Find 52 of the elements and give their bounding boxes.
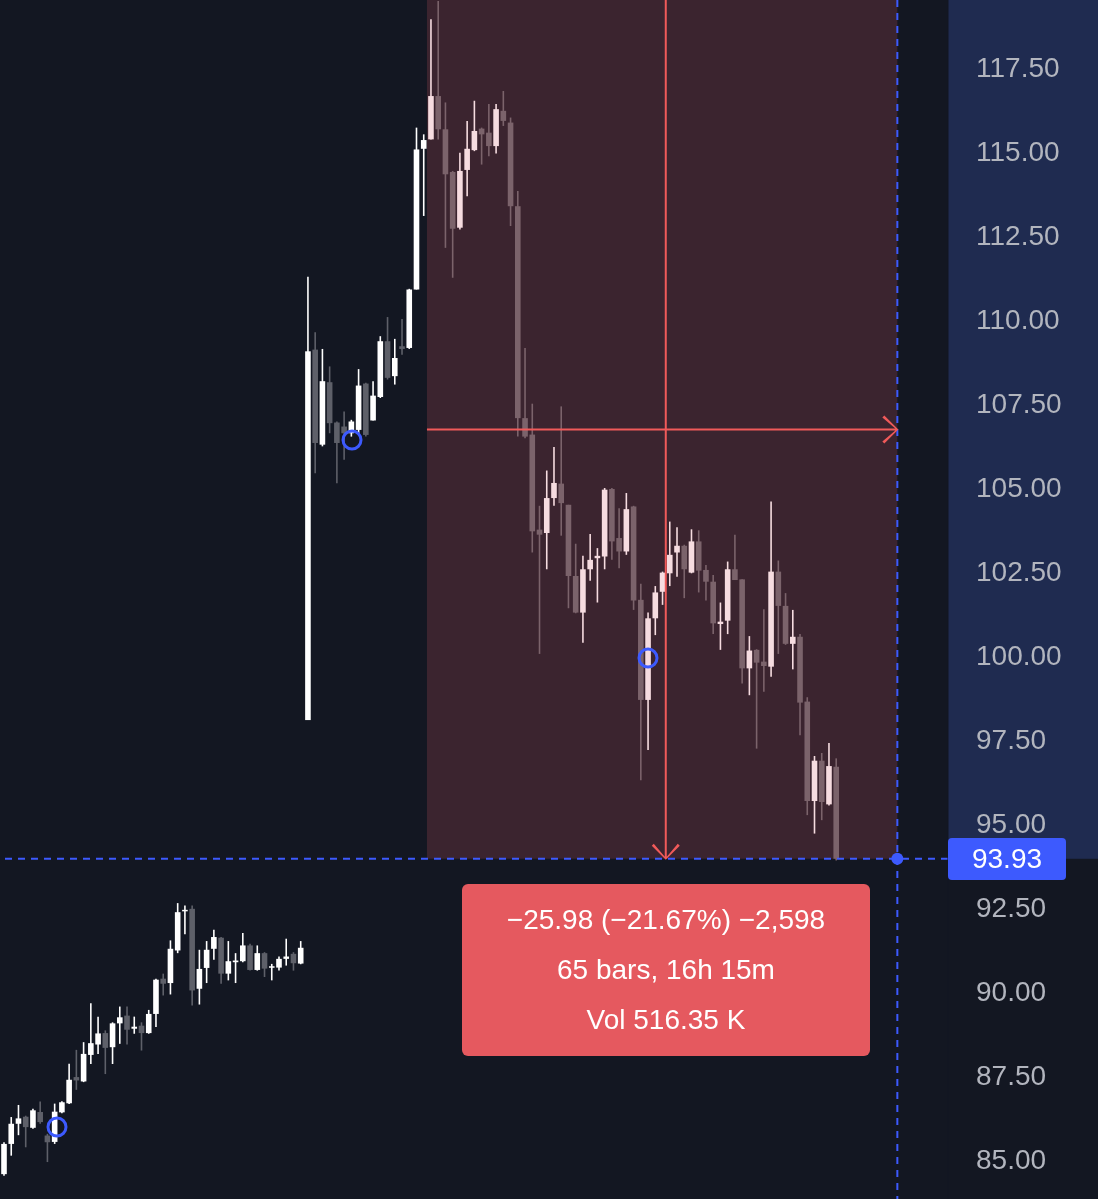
annotation: −25.98 (−21.67%) −2,598 [506, 903, 826, 937]
annotation: 65 bars, 16h 15m [557, 953, 775, 987]
y-tick-label: 100.00 [976, 639, 1062, 671]
candlestick [211, 928, 217, 961]
candlestick [225, 940, 232, 982]
candlestick [587, 533, 593, 582]
candlestick [761, 608, 767, 693]
y-tick-label: 97.50 [976, 723, 1047, 755]
y-tick-label: 112.50 [976, 220, 1060, 252]
candlestick [283, 937, 290, 967]
y-tick-label: 87.50 [976, 1059, 1047, 1091]
candlestick [261, 951, 268, 978]
candlestick [666, 520, 673, 587]
candlestick [37, 1100, 43, 1125]
ref-line-label: 93.93 [948, 837, 1066, 880]
candlestick [116, 1005, 123, 1045]
candlestick [391, 338, 398, 386]
y-tick-label: 110.00 [976, 304, 1060, 335]
candlestick [8, 1116, 15, 1157]
y-tick-label: 107.50 [976, 387, 1062, 419]
candlestick [558, 405, 565, 537]
candlestick [22, 1114, 29, 1149]
candlestick [196, 949, 203, 1006]
candlestick [102, 1029, 109, 1075]
candlestick [15, 1104, 22, 1136]
candlestick [254, 944, 261, 972]
candlestick [674, 526, 680, 578]
y-tick-label: 85.00 [976, 1143, 1047, 1175]
y-tick-label: 117.50 [976, 52, 1060, 84]
candlestick [131, 1015, 138, 1035]
candlestick [30, 1107, 36, 1130]
candlestick [240, 932, 246, 964]
candlestick [145, 1009, 152, 1035]
candlestick [109, 1021, 116, 1065]
y-tick-label: 90.00 [976, 975, 1047, 1007]
y-tick-label: 105.00 [976, 471, 1062, 503]
annotation: Vol 516.35 K [586, 1003, 746, 1037]
candlestick [464, 120, 470, 197]
y-tick-label: 115.00 [976, 136, 1060, 168]
y-tick-label: 95.00 [976, 807, 1047, 839]
candlestick [420, 133, 427, 217]
note-box: −25.98 (−21.67%) −2,598 65 bars, 16h 15m Vol 516.35 K [462, 884, 870, 1056]
candlestick [124, 1005, 130, 1046]
candlestick [160, 972, 167, 997]
candlestick [753, 648, 760, 750]
candlestick [486, 103, 492, 157]
candlestick [399, 318, 405, 356]
y-tick-label: 102.50 [976, 555, 1062, 587]
candlestick [789, 609, 796, 671]
candlestick [551, 446, 557, 507]
candlestick [681, 543, 688, 599]
y-tick-label: 92.50 [976, 891, 1047, 923]
